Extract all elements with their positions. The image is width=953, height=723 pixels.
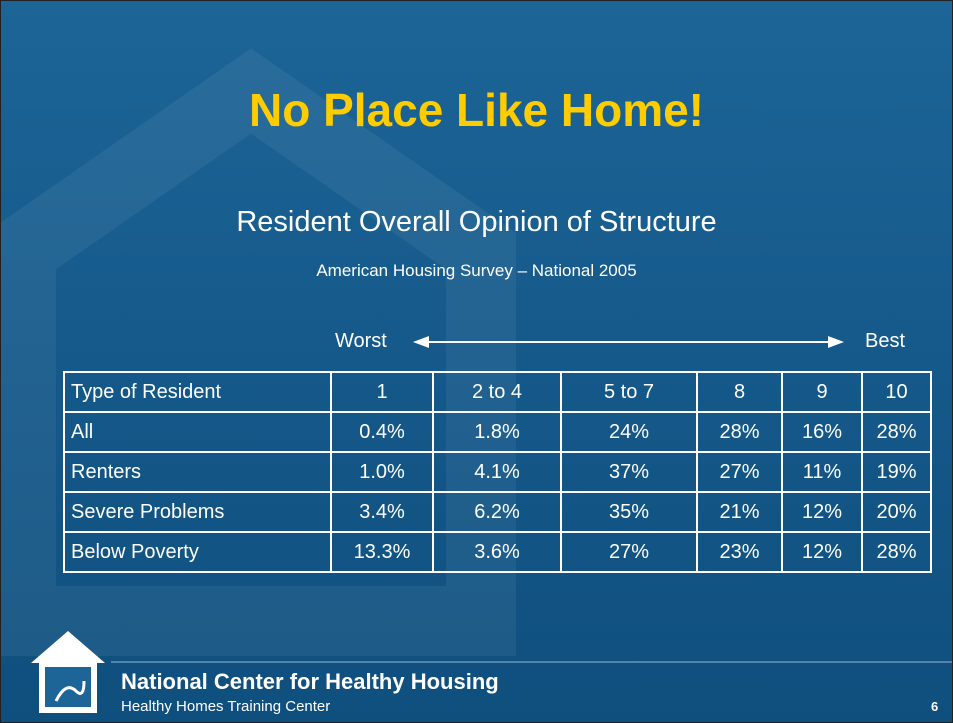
- row-label: Below Poverty: [64, 532, 331, 572]
- cell: 37%: [561, 452, 697, 492]
- cell: 13.3%: [331, 532, 433, 572]
- cell: 19%: [862, 452, 931, 492]
- cell: 1: [331, 372, 433, 412]
- cell: 2 to 4: [433, 372, 561, 412]
- cell: 28%: [862, 532, 931, 572]
- cell: 27%: [561, 532, 697, 572]
- cell: 12%: [782, 532, 862, 572]
- row-label: Type of Resident: [64, 372, 331, 412]
- cell: 10: [862, 372, 931, 412]
- cell: 11%: [782, 452, 862, 492]
- cell: 24%: [561, 412, 697, 452]
- cell: 3.4%: [331, 492, 433, 532]
- row-label: Severe Problems: [64, 492, 331, 532]
- cell: 1.0%: [331, 452, 433, 492]
- row-label: Renters: [64, 452, 331, 492]
- cell: 12%: [782, 492, 862, 532]
- org-name: National Center for Healthy Housing: [121, 669, 499, 695]
- cell: 4.1%: [433, 452, 561, 492]
- slide: No Place Like Home! Resident Overall Opi…: [0, 0, 953, 723]
- source: American Housing Survey – National 2005: [1, 261, 952, 281]
- row-label: All: [64, 412, 331, 452]
- scale-worst: Worst: [335, 330, 387, 353]
- cell: 23%: [697, 532, 782, 572]
- cell: 9: [782, 372, 862, 412]
- cell: 20%: [862, 492, 931, 532]
- org-center: Healthy Homes Training Center: [121, 698, 330, 715]
- cell: 1.8%: [433, 412, 561, 452]
- arrow-head-right: [828, 336, 844, 348]
- cell: 5 to 7: [561, 372, 697, 412]
- cell: 6.2%: [433, 492, 561, 532]
- cell: 16%: [782, 412, 862, 452]
- subtitle: Resident Overall Opinion of Structure: [1, 206, 952, 239]
- page-number: 6: [931, 699, 938, 714]
- cell: 3.6%: [433, 532, 561, 572]
- cell: 35%: [561, 492, 697, 532]
- title: No Place Like Home!: [1, 83, 952, 137]
- cell: 28%: [862, 412, 931, 452]
- arrow-head-left: [413, 336, 429, 348]
- cell: 0.4%: [331, 412, 433, 452]
- cell: 21%: [697, 492, 782, 532]
- cell: 27%: [697, 452, 782, 492]
- cell: 28%: [697, 412, 782, 452]
- cell: 8: [697, 372, 782, 412]
- scale-best: Best: [865, 330, 905, 353]
